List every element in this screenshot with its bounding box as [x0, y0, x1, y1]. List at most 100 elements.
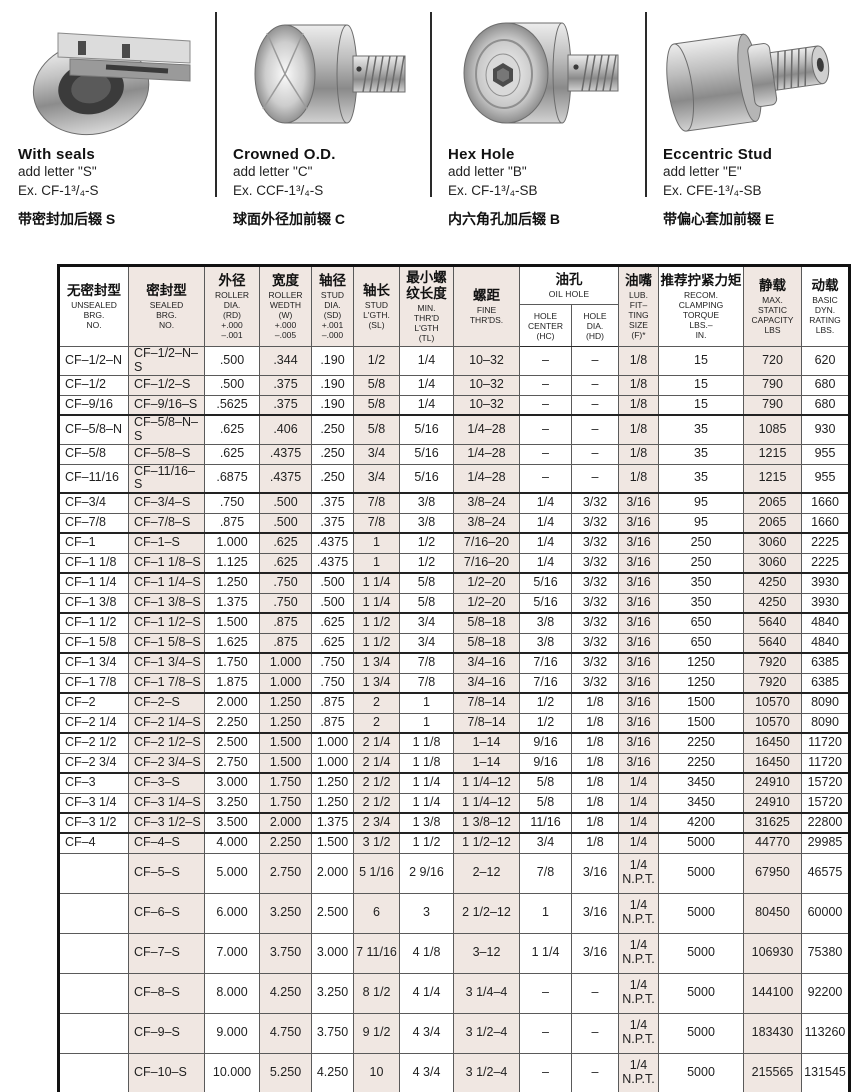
table-cell: CF–3–S — [128, 772, 205, 794]
table-cell: 5640 — [743, 632, 802, 655]
table-cell: 2 1/4 — [353, 752, 400, 775]
table-cell: 95 — [658, 512, 744, 535]
table-cell: 6.000 — [204, 892, 260, 934]
table-cell: CF–7–S — [128, 932, 205, 974]
table-cell: .875 — [259, 632, 312, 655]
table-cell: 24910 — [743, 772, 802, 794]
table-cell: 1 1/8 — [399, 732, 454, 754]
table-cell: 4.250 — [259, 972, 312, 1014]
header-en: ROLLER WEDTH (W) +.000 –.005 — [268, 290, 303, 341]
header-en: UNSEALED BRG. NO. — [71, 300, 117, 331]
table-cell: 1 1/2 — [353, 612, 400, 634]
table-cell: 2–12 — [453, 852, 520, 894]
table-cell: 7920 — [743, 652, 802, 674]
table-cell: .406 — [259, 414, 312, 445]
header-zh: 螺距 — [473, 287, 500, 303]
table-cell: 1/8 — [618, 346, 659, 376]
table-cell: CF–1/2–N–S — [128, 346, 205, 376]
table-cell: 1 1/4 — [353, 592, 400, 615]
table-cell: 4 3/4 — [399, 1052, 454, 1092]
table-row: CF–2 CF–2–S 2.000 1.250.875 2 1 7/8–14 1/2 1/8 3/… — [58, 692, 850, 714]
table-cell: .4375 — [259, 443, 312, 465]
table-cell: 29985 — [801, 832, 850, 854]
table-cell: – — [571, 414, 619, 445]
table-cell: 44770 — [743, 832, 802, 854]
table-cell: 7/16 — [519, 652, 572, 674]
table-cell: 3/32 — [571, 552, 619, 575]
table-cell: 1 3/8 — [399, 812, 454, 835]
table-cell: CF–1/2–S — [128, 374, 205, 396]
table-cell: CF–3 1/4 — [58, 792, 129, 815]
table-cell: 3/32 — [571, 652, 619, 674]
col-header-min-thread-length: 最小螺 纹长度 MIN. THR'D L'GTH (TL) — [399, 264, 454, 348]
table-cell: – — [519, 972, 572, 1014]
table-cell: 1.000 — [204, 532, 260, 554]
table-cell: 7/8–14 — [453, 692, 520, 714]
table-cell: 5000 — [658, 932, 744, 974]
table-cell: 35 — [658, 463, 744, 495]
table-cell: 2.750 — [259, 852, 312, 894]
table-row: CF–3 CF–3–S 3.000 1.750 1.250 2 1/2 1 1/4 1 1/4… — [58, 772, 850, 794]
table-row: CF–3 1/4 CF–3 1/4–S 3.250 1.750 1.250 2 1/2 1 … — [58, 792, 850, 815]
table-cell: 3/4 — [519, 832, 572, 854]
table-cell: 5/8 — [399, 572, 454, 594]
table-cell: 10570 — [743, 712, 802, 735]
table-cell: 5/16 — [399, 414, 454, 445]
table-cell: 4 1/4 — [399, 972, 454, 1014]
table-cell: 10570 — [743, 692, 802, 714]
table-cell: 1 — [399, 692, 454, 714]
table-cell: 4.750 — [259, 1012, 312, 1054]
table-row: CF–10–S 10.000 5.250 4.250 10 4 3/4 3 1/2–4– –1… — [58, 1052, 850, 1092]
table-cell: – — [519, 1052, 572, 1092]
table-cell: 3/16 — [618, 732, 659, 754]
table-cell: 1.250 — [311, 792, 354, 815]
table-cell: – — [519, 463, 572, 495]
eccentric-stud-illustration — [666, 33, 830, 132]
table-row: CF–2 3/4 CF–2 3/4–S 2.750 1.500 1.000 2 1/4 1 … — [58, 752, 850, 775]
header-en: STUD DIA. (SD) +.001 –.000 — [320, 290, 345, 341]
table-cell: 5000 — [658, 892, 744, 934]
table-cell: CF–1/2 — [58, 374, 129, 396]
table-cell: 3 1/2–4 — [453, 1052, 520, 1092]
table-cell: 3/16 — [618, 592, 659, 615]
table-cell: 1.375 — [204, 592, 260, 615]
table-cell: 3/16 — [618, 672, 659, 695]
table-row: CF–1/2–N CF–1/2–N–S .500.344.190 1/2 1/4 10–3… — [58, 346, 850, 376]
table-cell: 4250 — [743, 572, 802, 594]
table-cell: 3 — [399, 892, 454, 934]
table-cell: 3.500 — [204, 812, 260, 835]
table-cell: 8 1/2 — [353, 972, 400, 1014]
product-title: With seals — [18, 146, 96, 163]
table-cell: 1/2–20 — [453, 592, 520, 615]
table-cell: .190 — [311, 346, 354, 376]
table-cell: 9.000 — [204, 1012, 260, 1054]
table-cell: 5640 — [743, 612, 802, 634]
table-cell: CF–11/16–S — [128, 463, 205, 495]
table-cell: 790 — [743, 394, 802, 417]
table-cell: 1/8 — [618, 394, 659, 417]
table-cell: 1/4 — [519, 492, 572, 514]
col-header-roller-width: 宽度 ROLLER WEDTH (W) +.000 –.005 — [259, 264, 312, 348]
col-header-oil-hole: 油孔 OIL HOLE — [519, 265, 619, 305]
table-cell: 2 — [353, 712, 400, 735]
table-cell: 1250 — [658, 652, 744, 674]
table-cell: 3930 — [801, 572, 850, 594]
header-zh: 轴长 — [363, 282, 390, 298]
table-cell: .750 — [311, 652, 354, 674]
table-cell: 680 — [801, 374, 850, 396]
table-row: CF–1/2 CF–1/2–S .500.375.190 5/8 1/4 10–32– –1… — [58, 374, 850, 396]
table-cell: 22800 — [801, 812, 850, 835]
table-cell: 4.250 — [311, 1052, 354, 1092]
table-cell: 680 — [801, 394, 850, 417]
spec-table-header: 无密封型 UNSEALED BRG. NO. 密封型 SEALED BRG. N… — [58, 264, 850, 348]
table-cell: CF–3 1/2–S — [128, 812, 205, 835]
table-cell: 1 — [519, 892, 572, 934]
col-header-lub-fitting: 油嘴 LUB. FIT– TING SIZE (F)* — [618, 264, 659, 348]
table-cell: CF–1 5/8–S — [128, 632, 205, 655]
table-cell: 5000 — [658, 1012, 744, 1054]
table-cell: CF–1 1/4 — [58, 572, 129, 594]
table-row: CF–7–S 7.000 3.750 3.000 7 11/16 4 1/8 3–12 1 1… — [58, 932, 850, 974]
table-cell: 7/16–20 — [453, 532, 520, 554]
table-cell: 620 — [801, 346, 850, 376]
table-cell: 4840 — [801, 632, 850, 655]
